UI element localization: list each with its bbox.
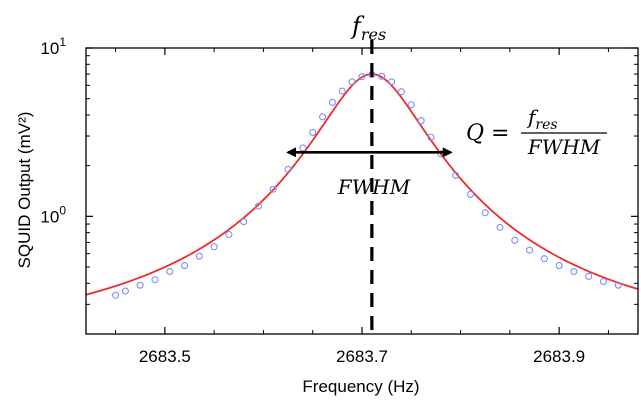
data-point: [614, 281, 622, 289]
data-point: [417, 117, 425, 125]
data-point: [151, 276, 159, 284]
data-point: [397, 88, 405, 96]
axis-ticks: 2683.5 2683.7 2683.9 100 101: [40, 35, 638, 366]
data-point: [240, 218, 248, 226]
data-point: [348, 78, 356, 86]
x-tick-label: 2683.5: [139, 347, 191, 366]
fwhm-label: FWHM: [337, 175, 411, 199]
q-denominator: FWHM: [527, 135, 601, 159]
data-point: [585, 272, 593, 280]
data-point: [526, 246, 534, 254]
data-point: [328, 98, 336, 106]
y-axis-label: SQUID Output (mV²): [15, 112, 34, 269]
y-tick-label: 100: [40, 203, 66, 226]
q-formula: Q = fres FWHM: [466, 105, 607, 159]
data-point: [407, 101, 415, 109]
data-point: [299, 144, 307, 152]
data-point: [181, 262, 189, 270]
data-point: [496, 223, 504, 231]
data-point: [466, 190, 474, 198]
x-tick-label: 2683.9: [533, 347, 585, 366]
x-tick-label: 2683.7: [336, 347, 388, 366]
data-point: [269, 185, 277, 193]
data-point: [225, 230, 233, 239]
data-point: [388, 78, 396, 86]
data-point: [210, 243, 218, 251]
q-numerator: fres: [526, 105, 558, 133]
data-point: [112, 291, 120, 299]
data-point: [570, 267, 578, 276]
fit-curve: [86, 73, 638, 296]
data-point: [378, 72, 386, 80]
data-point: [319, 113, 327, 121]
f-res-label: fres: [350, 12, 386, 44]
x-axis-label: Frequency (Hz): [302, 377, 419, 396]
q-lhs: Q =: [466, 121, 509, 146]
data-point: [309, 128, 317, 136]
data-point: [540, 255, 548, 263]
data-point: [555, 262, 563, 270]
data-point: [511, 236, 519, 244]
data-point: [358, 73, 366, 81]
data-point: [284, 165, 292, 173]
data-point: [121, 287, 129, 295]
data-point: [452, 171, 460, 179]
data-point: [427, 133, 435, 141]
data-point: [481, 209, 489, 217]
y-tick-label: 101: [40, 35, 66, 58]
data-point: [136, 281, 144, 289]
data-point: [254, 202, 263, 210]
data-point: [166, 267, 174, 276]
data-point: [599, 277, 608, 286]
data-point: [338, 87, 346, 95]
data-point: [195, 252, 203, 260]
